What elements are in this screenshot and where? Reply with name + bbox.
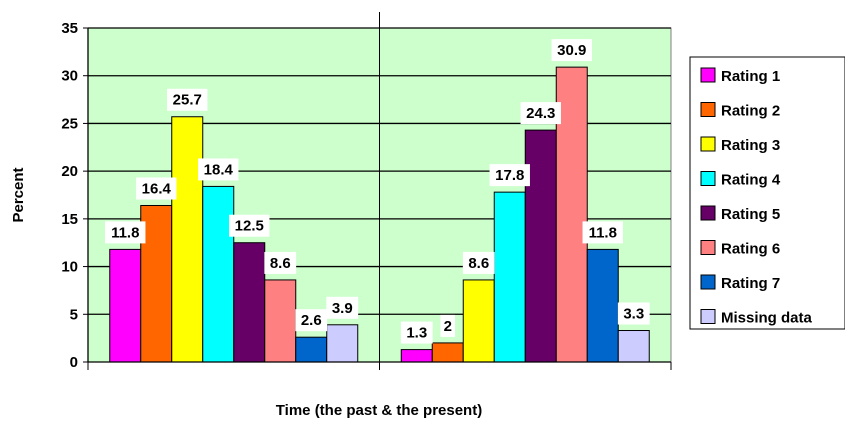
data-label: 30.9 [557,42,586,59]
legend-swatch [701,310,715,324]
bar-rating-6 [265,280,296,362]
legend-label: Rating 4 [721,172,781,189]
bar-rating-4 [494,192,525,362]
data-label: 16.4 [142,180,172,197]
legend-swatch [701,275,715,289]
bar-rating-1 [401,350,432,362]
legend-swatch [701,103,715,117]
data-label: 8.6 [270,255,291,272]
legend-label: Rating 5 [721,206,780,223]
bar-rating-7 [587,249,618,362]
data-label: 8.6 [468,255,489,272]
legend-label: Rating 3 [721,137,780,154]
bar-rating-1 [110,249,141,362]
data-label: 12.5 [235,218,264,235]
legend-swatch [701,206,715,220]
y-tick-label: 10 [61,259,78,276]
y-tick-label: 25 [61,115,78,132]
legend: Rating 1 Rating 2 Rating 3 Rating 4 Rating 5… [690,57,845,329]
data-label: 2.6 [301,312,322,329]
legend-label: Missing data [721,310,813,327]
legend-label: Rating 6 [721,241,780,258]
legend-label: Rating 1 [721,68,780,85]
bar-rating-2 [432,343,463,362]
bar-rating-3 [463,280,494,362]
legend-swatch [701,137,715,151]
y-axis-label: Percent [10,167,27,222]
data-label: 3.9 [332,300,353,317]
y-tick-label: 20 [61,163,78,180]
data-label: 2 [444,318,452,335]
y-tick-label: 15 [61,211,78,228]
data-label: 18.4 [204,161,234,178]
x-axis-label: Time (the past & the present) [276,402,482,419]
bar-rating-3 [172,117,203,362]
legend-swatch [701,68,715,82]
y-tick-label: 30 [61,68,78,85]
bar-rating-5 [234,243,265,362]
y-tick-label: 5 [70,306,78,323]
data-label: 24.3 [526,105,555,122]
bar-missing-data [618,331,649,362]
legend-swatch [701,241,715,255]
legend-label: Rating 7 [721,275,780,292]
bar-rating-4 [203,186,234,362]
data-label: 25.7 [173,92,202,109]
data-label: 11.8 [589,224,617,241]
legend-label: Rating 2 [721,103,780,120]
data-label: 11.8 [111,224,139,241]
data-label: 17.8 [495,167,524,184]
data-label: 1.3 [406,325,427,342]
y-tick-label: 0 [70,354,78,371]
legend-swatch [701,172,715,186]
bar-missing-data [327,325,358,362]
data-label: 3.3 [623,306,644,323]
bar-rating-7 [296,337,327,362]
y-tick-label: 35 [61,20,78,37]
y-tick-labels: 0 5 10 15 20 25 30 35 [61,20,78,371]
